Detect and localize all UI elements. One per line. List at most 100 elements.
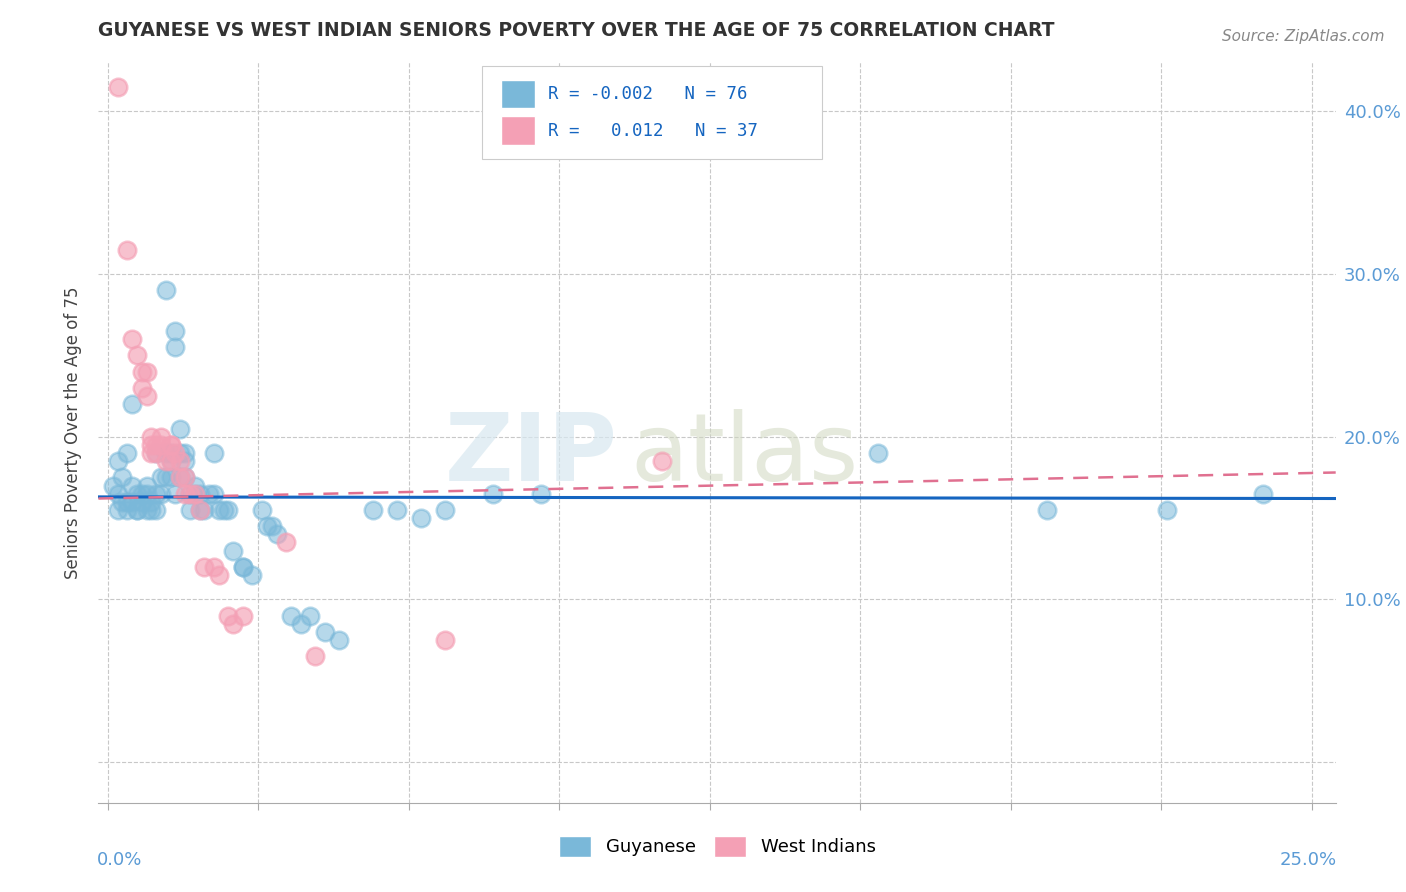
Point [121, 332, 143, 346]
Text: R = -0.002   N = 76: R = -0.002 N = 76 [547, 86, 747, 103]
Point [141, 495, 163, 509]
Point [385, 503, 408, 517]
Point [280, 608, 302, 623]
Legend: Guyanese, West Indians: Guyanese, West Indians [551, 829, 883, 864]
Point [165, 324, 187, 338]
Point [145, 446, 167, 460]
FancyBboxPatch shape [482, 66, 823, 159]
Point [304, 649, 326, 664]
Point [165, 486, 187, 500]
Point [101, 478, 124, 492]
Text: R =   0.012   N = 37: R = 0.012 N = 37 [547, 121, 758, 139]
Point [256, 519, 278, 533]
Point [202, 559, 225, 574]
Point [183, 486, 205, 500]
Point [125, 486, 148, 500]
Point [188, 486, 211, 500]
Point [135, 486, 157, 500]
Point [159, 438, 181, 452]
Point [155, 454, 177, 468]
Point [135, 365, 157, 379]
Point [150, 430, 173, 444]
Point [193, 559, 215, 574]
Point [141, 438, 163, 452]
Point [290, 616, 312, 631]
Point [141, 430, 163, 444]
Point [530, 486, 553, 500]
Text: ZIP: ZIP [446, 409, 619, 500]
Point [482, 486, 505, 500]
Point [208, 503, 231, 517]
Point [111, 470, 134, 484]
Point [174, 470, 197, 484]
Point [250, 503, 273, 517]
Point [117, 446, 139, 460]
Point [361, 503, 384, 517]
Point [155, 470, 177, 484]
Point [651, 454, 673, 468]
Point [155, 446, 177, 460]
Point [145, 503, 167, 517]
Point [107, 486, 129, 500]
FancyBboxPatch shape [501, 80, 536, 108]
Point [409, 511, 432, 525]
Text: 0.0%: 0.0% [97, 851, 142, 869]
Point [183, 486, 205, 500]
Point [222, 616, 245, 631]
Point [141, 503, 163, 517]
Point [150, 438, 173, 452]
Y-axis label: Seniors Poverty Over the Age of 75: Seniors Poverty Over the Age of 75 [65, 286, 83, 579]
Point [217, 608, 239, 623]
Point [208, 568, 231, 582]
Point [179, 486, 201, 500]
Point [434, 503, 457, 517]
Point [266, 527, 288, 541]
Point [212, 503, 235, 517]
Text: atlas: atlas [630, 409, 859, 500]
Point [145, 438, 167, 452]
Point [131, 495, 153, 509]
Point [159, 454, 181, 468]
Point [145, 486, 167, 500]
Point [125, 503, 148, 517]
Point [159, 454, 181, 468]
Point [135, 389, 157, 403]
Point [1253, 486, 1275, 500]
Point [107, 454, 129, 468]
Point [150, 470, 173, 484]
Point [111, 495, 134, 509]
Point [131, 486, 153, 500]
Point [299, 608, 322, 623]
Point [117, 503, 139, 517]
Point [868, 446, 890, 460]
Point [135, 503, 157, 517]
Point [169, 446, 191, 460]
Point [169, 470, 191, 484]
Point [169, 470, 191, 484]
Point [232, 559, 254, 574]
Point [107, 79, 129, 94]
Point [150, 486, 173, 500]
Point [217, 503, 239, 517]
Point [165, 446, 187, 460]
Point [159, 470, 181, 484]
Point [314, 624, 336, 639]
Point [174, 454, 197, 468]
Point [242, 568, 264, 582]
Point [131, 365, 153, 379]
Point [155, 283, 177, 297]
Point [202, 446, 225, 460]
Point [1036, 503, 1059, 517]
Point [328, 633, 350, 648]
Point [1156, 503, 1178, 517]
Point [179, 503, 201, 517]
Point [276, 535, 298, 549]
Point [188, 503, 211, 517]
Point [174, 486, 197, 500]
Text: Source: ZipAtlas.com: Source: ZipAtlas.com [1222, 29, 1385, 44]
Text: 25.0%: 25.0% [1279, 851, 1337, 869]
Text: GUYANESE VS WEST INDIAN SENIORS POVERTY OVER THE AGE OF 75 CORRELATION CHART: GUYANESE VS WEST INDIAN SENIORS POVERTY … [98, 21, 1054, 40]
Point [145, 446, 167, 460]
Point [174, 470, 197, 484]
Point [159, 438, 181, 452]
